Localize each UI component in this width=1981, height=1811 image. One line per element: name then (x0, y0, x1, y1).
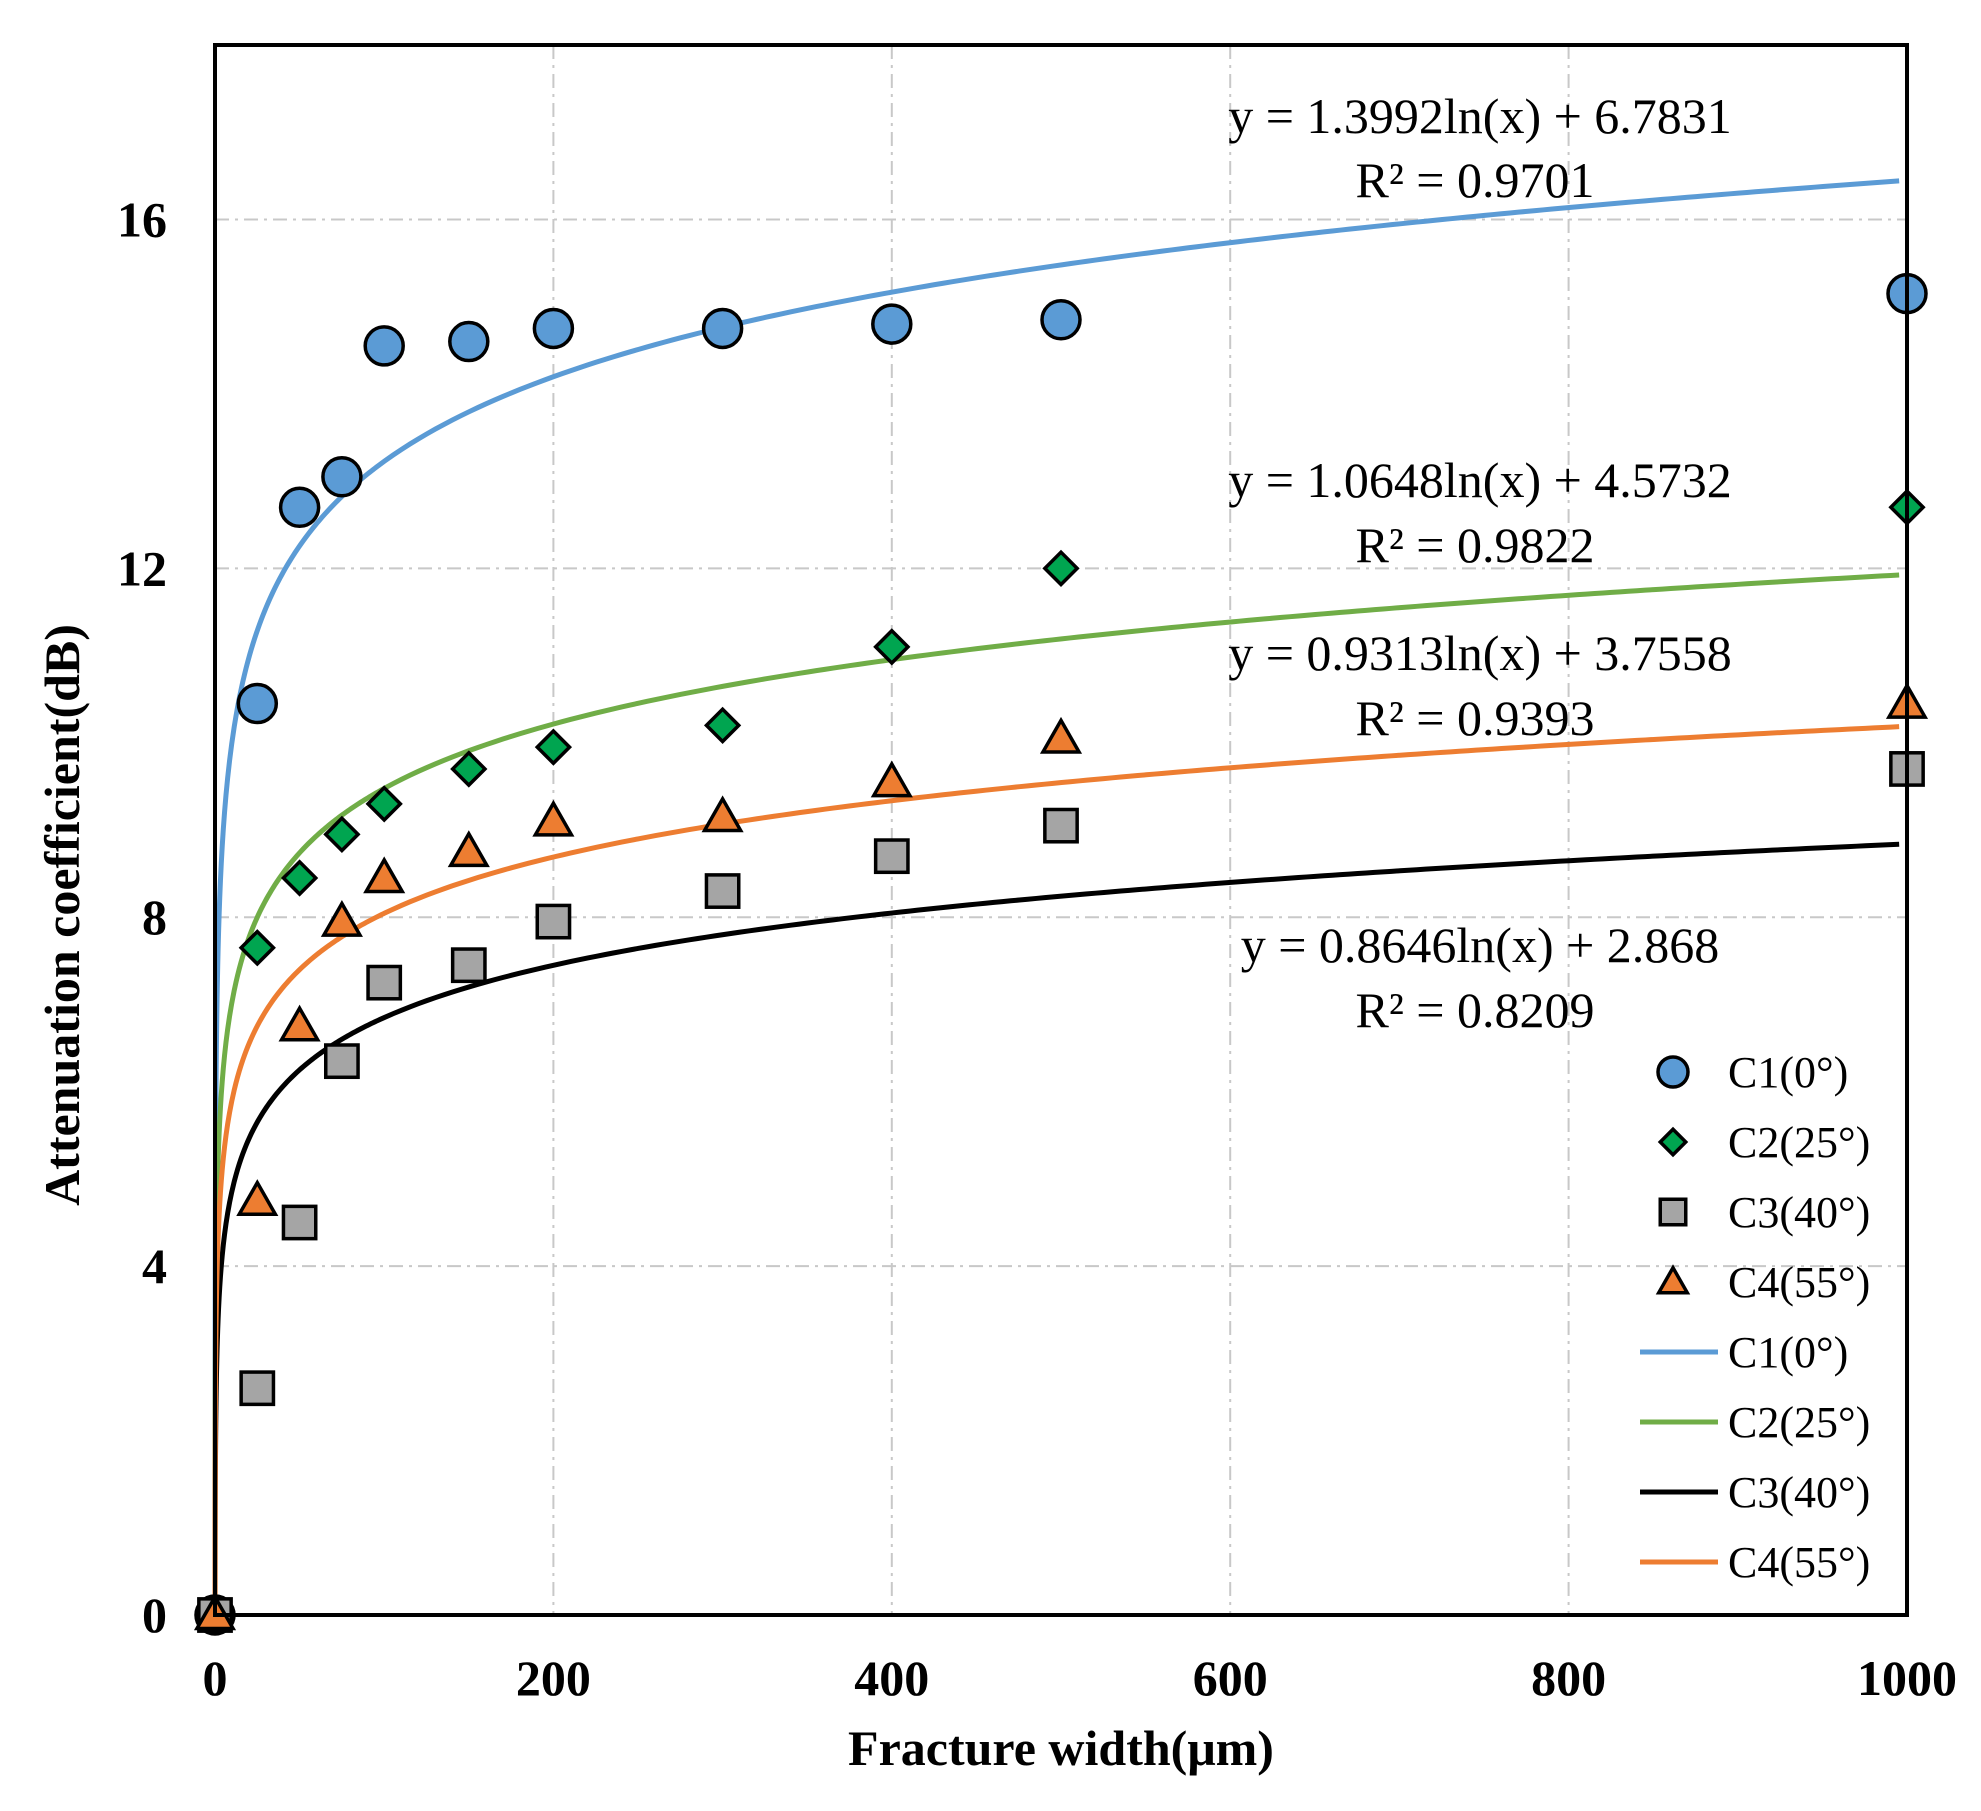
data-point-c225 (703, 706, 742, 744)
fit-curve-c10 (212, 178, 1900, 1618)
data-point-c455 (447, 830, 490, 868)
trendline-equation: y = 0.8646ln(x) + 2.868 (1241, 917, 1720, 973)
fit-curve-c340 (212, 841, 1900, 1618)
data-point-c10 (363, 325, 405, 367)
legend: C1(0°) C2(25°) C3(40°) C4(55°) C1(0°) C2(25°)… (1640, 1048, 1870, 1587)
data-point-c225 (280, 859, 319, 897)
x-tick-label: 0 (203, 1650, 228, 1706)
fit-curves (212, 178, 1900, 1618)
data-point-c340 (873, 838, 910, 875)
data-point-c225 (365, 785, 403, 823)
trendline-equation: y = 1.0648ln(x) + 4.5732 (1228, 452, 1732, 508)
plot-frame (213, 43, 1909, 1617)
legend-marker-c10 (1656, 1055, 1690, 1089)
data-point-c455 (320, 900, 363, 937)
data-point-c340 (704, 873, 741, 909)
trendline-r-squared: R² = 0.8209 (1355, 982, 1594, 1038)
data-point-c340 (535, 903, 572, 940)
y-axis-title: Attenuation coefficient(dB) (34, 624, 90, 1206)
trendline-r-squared: R² = 0.9393 (1355, 690, 1594, 746)
y-tick-label: 12 (117, 540, 167, 596)
legend-label: C3(40°) (1728, 1468, 1870, 1517)
legend-label: C4(55°) (1728, 1538, 1870, 1587)
tick-labels: 0 200 400 600 800 1000 0 4 8 12 16 (117, 191, 1957, 1706)
data-point-c455 (532, 799, 575, 837)
data-point-c340 (239, 1370, 276, 1407)
trendline-equation: y = 0.9313ln(x) + 3.7558 (1228, 625, 1732, 681)
legend-marker-c340 (1658, 1197, 1688, 1227)
data-point-c10 (278, 486, 321, 529)
data-point-c225 (1042, 549, 1080, 587)
data-point-c340 (366, 964, 403, 1001)
data-point-c10 (236, 682, 279, 725)
data-point-c455 (870, 760, 913, 798)
x-tick-label: 800 (1531, 1650, 1606, 1706)
legend-label: C1(0°) (1728, 1048, 1848, 1097)
legend-marker-c225 (1657, 1126, 1689, 1158)
data-point-c10 (701, 307, 744, 350)
data-point-c340 (281, 1204, 318, 1241)
trendline-equation: y = 1.3992ln(x) + 6.7831 (1228, 88, 1732, 144)
legend-label: C2(25°) (1728, 1398, 1870, 1447)
y-tick-label: 16 (117, 191, 167, 247)
data-point-c455 (1039, 716, 1083, 754)
data-point-c225 (534, 728, 573, 766)
data-point-c10 (532, 307, 575, 350)
x-axis-title: Fracture width(μm) (848, 1720, 1274, 1776)
data-point-c10 (321, 456, 363, 498)
data-point-c10 (1040, 299, 1082, 341)
x-tick-label: 400 (854, 1650, 929, 1706)
y-tick-label: 8 (142, 889, 167, 945)
x-tick-label: 1000 (1857, 1650, 1957, 1706)
data-point-c455 (363, 856, 406, 894)
legend-label: C2(25°) (1728, 1118, 1870, 1167)
data-point-c225 (238, 929, 276, 967)
trendline-equations: y = 1.3992ln(x) + 6.7831 R² = 0.9701 y = 1… (1228, 88, 1732, 1038)
fit-curve-c225 (212, 572, 1900, 1618)
x-tick-label: 600 (1193, 1650, 1268, 1706)
legend-label: C1(0°) (1728, 1328, 1848, 1377)
legend-marker-c455 (1655, 1264, 1691, 1295)
legend-label: C4(55°) (1728, 1258, 1870, 1307)
trendline-r-squared: R² = 0.9822 (1355, 517, 1594, 573)
data-point-c10 (871, 303, 913, 345)
data-point-c225 (450, 750, 488, 788)
data-point-c340 (1043, 807, 1079, 844)
y-tick-label: 4 (142, 1238, 167, 1294)
data-point-c455 (701, 795, 744, 833)
data-point-c10 (448, 320, 490, 363)
trendline-r-squared: R² = 0.9701 (1355, 152, 1594, 208)
x-tick-label: 200 (516, 1650, 591, 1706)
data-point-c455 (278, 1004, 321, 1042)
data-point-c225 (323, 815, 361, 853)
data-point-c340 (324, 1043, 360, 1080)
legend-label: C3(40°) (1728, 1188, 1870, 1237)
data-point-c340 (450, 947, 487, 984)
data-point-c225 (873, 628, 911, 666)
data-point-c455 (236, 1179, 279, 1216)
fit-curve-c455 (212, 724, 1900, 1618)
y-tick-label: 0 (142, 1587, 167, 1643)
